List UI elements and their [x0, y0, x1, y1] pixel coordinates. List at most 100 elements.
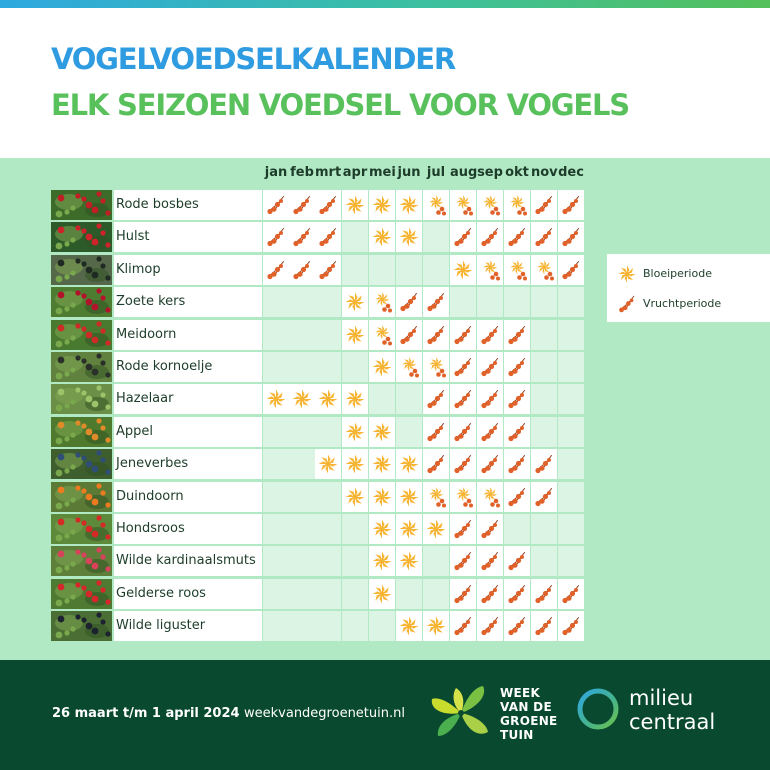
month-cell-aug: [450, 287, 476, 318]
berry-icon: [400, 293, 417, 312]
month-cell-nov: [531, 319, 557, 350]
month-cell-dec: [558, 254, 584, 285]
month-cell-okt: [504, 384, 530, 415]
table-row: Rode bosbes: [51, 190, 585, 220]
bloom-icon: [399, 519, 419, 539]
bloom-icon: [372, 454, 392, 474]
berry-icon: [427, 325, 444, 344]
holly-photo: [51, 222, 112, 253]
berry-icon: [508, 487, 525, 506]
month-cell-jan: [263, 287, 289, 318]
month-cell-dec: [558, 222, 584, 253]
month-cell-jan: [263, 546, 289, 577]
month-cell-mrt: [315, 384, 341, 415]
month-cell-nov: [531, 352, 557, 382]
month-cell-jun: [396, 514, 422, 544]
bloom-icon: [372, 357, 392, 377]
month-cell-apr: [342, 222, 368, 253]
week-van-de-groene-tuin-wordmark: WEEK VAN DE GROENE TUIN: [500, 686, 566, 742]
month-cell-dec: [558, 611, 584, 642]
top-gradient-bar: [0, 0, 770, 8]
berry-icon: [508, 325, 525, 344]
ring-logo-icon: [577, 688, 619, 730]
month-cell-dec: [558, 449, 584, 480]
month-cell-aug: [450, 384, 476, 415]
month-cell-jul: [423, 416, 449, 447]
month-cell-jan: [263, 222, 289, 253]
berry-icon: [508, 584, 525, 603]
bloom-icon: [399, 487, 419, 507]
month-cell-sep: [477, 416, 503, 447]
plant-name: Wilde liguster: [116, 618, 206, 634]
month-cell-dec: [558, 578, 584, 609]
month-cell-mei: [369, 416, 395, 447]
berry-icon: [267, 196, 284, 215]
month-cell-nov: [531, 449, 557, 480]
month-cell-jul: [423, 352, 449, 382]
table-row: Wilde liguster: [51, 611, 585, 642]
month-cell-mrt: [315, 254, 341, 285]
month-cell-apr: [342, 352, 368, 382]
table-row: Zoete kers: [51, 287, 585, 318]
bloom-and-berry-icon: [429, 195, 446, 216]
page-title: VOGELVOEDSELKALENDER: [51, 42, 456, 76]
bloom-icon: [453, 260, 473, 280]
month-cell-okt: [504, 546, 530, 577]
month-cell-sep: [477, 384, 503, 415]
hazel-photo: [51, 384, 112, 415]
bloom-icon: [345, 292, 365, 312]
month-cell-feb: [289, 384, 315, 415]
month-cell-jun: [396, 222, 422, 253]
bloom-icon: [372, 519, 392, 539]
bloom-icon: [372, 551, 392, 571]
berry-icon: [454, 390, 471, 409]
logo-line: TUIN: [500, 728, 534, 742]
month-cell-feb: [289, 611, 315, 642]
month-cell-okt: [504, 287, 530, 318]
plant-name: Hulst: [116, 229, 150, 245]
plant-name-cell: Klimop: [114, 254, 262, 285]
month-cell-mrt: [315, 190, 341, 220]
plant-name-cell: Jeneverbes: [114, 449, 262, 480]
berry-icon: [427, 293, 444, 312]
month-cell-jun: [396, 352, 422, 382]
plant-name: Jeneverbes: [116, 456, 189, 472]
bloom-icon: [399, 195, 419, 215]
plant-name: Wilde kardinaalsmuts: [116, 553, 256, 569]
month-cell-apr: [342, 514, 368, 544]
bloom-icon: [618, 265, 636, 283]
website-link[interactable]: weekvandegroenetuin.nl: [244, 706, 405, 721]
month-cell-mrt: [315, 611, 341, 642]
month-cell-apr: [342, 287, 368, 318]
month-cell-jan: [263, 352, 289, 382]
month-cell-sep: [477, 222, 503, 253]
month-cell-jun: [396, 449, 422, 480]
spindle-photo: [51, 546, 112, 577]
sweet-cherry-photo: [51, 287, 112, 318]
plant-name: Rode kornoelje: [116, 359, 213, 374]
month-cell-jun: [396, 287, 422, 318]
event-dates: 26 maart t/m 1 april 2024: [52, 706, 240, 721]
bloom-and-berry-icon: [483, 259, 500, 281]
month-cell-nov: [531, 384, 557, 415]
month-cell-jul: [423, 190, 449, 220]
bloom-icon: [318, 454, 338, 474]
month-cell-feb: [289, 481, 315, 512]
table-row: Klimop: [51, 254, 585, 285]
berry-icon: [481, 455, 498, 474]
table-row: Duindoorn: [51, 481, 585, 512]
month-cell-mrt: [315, 546, 341, 577]
month-cell-aug: [450, 546, 476, 577]
bloom-icon: [345, 454, 365, 474]
berry-icon: [508, 422, 525, 441]
apple-photo: [51, 416, 112, 447]
plant-name-cell: Meidoorn: [114, 319, 262, 350]
month-header-jul: jul: [426, 165, 446, 180]
bloom-and-berry-icon: [375, 324, 392, 346]
month-cell-apr: [342, 449, 368, 480]
month-cell-dec: [558, 416, 584, 447]
logo-line: VAN DE: [500, 700, 552, 714]
month-cell-mei: [369, 190, 395, 220]
month-cell-dec: [558, 352, 584, 382]
